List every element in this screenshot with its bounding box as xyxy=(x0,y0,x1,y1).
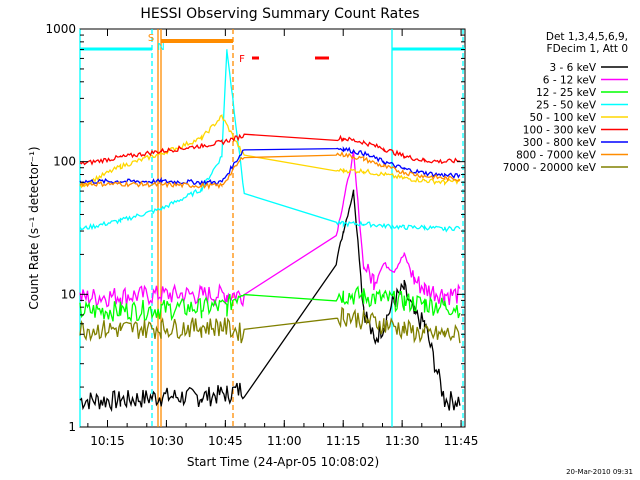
x-tick-label: 10:45 xyxy=(208,434,243,448)
x-tick-label: 11:45 xyxy=(444,434,479,448)
annotation-label: N xyxy=(157,42,164,53)
legend-label: 3 - 6 keV xyxy=(549,62,596,74)
chart-title: HESSI Observing Summary Count Rates xyxy=(140,6,419,22)
x-tick-label: 11:00 xyxy=(267,434,302,448)
legend-label: 300 - 800 keV xyxy=(523,137,597,149)
series-line-3 xyxy=(79,285,461,323)
legend-label: 800 - 7000 keV xyxy=(516,150,597,162)
series-line-1 xyxy=(79,189,461,413)
x-tick-label: 11:15 xyxy=(326,434,361,448)
x-axis-label: Start Time (24-Apr-05 10:08:02) xyxy=(187,455,379,469)
annotation-label: S xyxy=(148,33,154,44)
legend-label: 6 - 12 keV xyxy=(543,75,597,87)
series-line-4 xyxy=(79,49,461,233)
series-line-5 xyxy=(79,114,461,189)
series-line-2 xyxy=(79,151,461,308)
series-line-9 xyxy=(79,306,461,344)
legend-label: 100 - 300 keV xyxy=(523,125,597,137)
x-tick-label: 10:30 xyxy=(149,434,184,448)
y-tick-label: 1000 xyxy=(45,22,76,36)
footer-timestamp: 20-Mar-2010 09:31 xyxy=(566,468,633,476)
x-tick-label: 11:30 xyxy=(385,434,420,448)
y-axis-label: Count Rate (s⁻¹ detector⁻¹) xyxy=(27,146,41,309)
y-tick-label: 10 xyxy=(61,287,76,301)
y-tick-label: 1 xyxy=(68,420,76,434)
legend-header-1: Det 1,3,4,5,6,9, xyxy=(546,31,628,43)
y-tick-label: 100 xyxy=(53,155,76,169)
legend-label: 12 - 25 keV xyxy=(536,87,597,99)
x-tick-label: 10:15 xyxy=(90,434,125,448)
legend-label: 7000 - 20000 keV xyxy=(503,162,597,174)
legend-header-2: FDecim 1, Att 0 xyxy=(547,43,628,55)
series-line-8 xyxy=(79,150,461,191)
legend-label: 25 - 50 keV xyxy=(536,100,597,112)
series-line-6 xyxy=(79,133,460,166)
annotation-label: F xyxy=(239,54,245,65)
legend-label: 50 - 100 keV xyxy=(529,112,596,124)
